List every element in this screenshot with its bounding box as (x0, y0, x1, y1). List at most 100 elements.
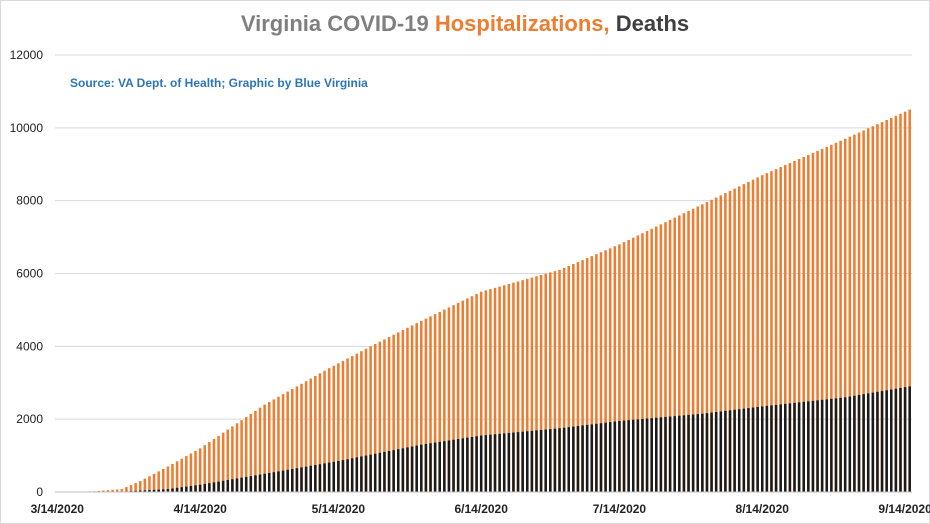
hospitalization-bar (466, 298, 469, 492)
hospitalization-bar (420, 320, 423, 492)
hospitalization-bar (793, 161, 796, 492)
hospitalization-bar (332, 365, 336, 492)
hospitalization-bar (843, 138, 847, 492)
hospitalization-bar (526, 278, 529, 492)
hospitalization-bar (530, 277, 534, 492)
death-bar (410, 446, 414, 492)
death-bar (558, 428, 561, 492)
hospitalization-bar (599, 252, 603, 492)
hospitalization-bar (687, 210, 690, 492)
hospitalization-bar (111, 489, 114, 492)
hospitalization-bar (424, 318, 428, 492)
death-bar (862, 394, 865, 492)
death-bar (383, 451, 386, 492)
death-bar (645, 418, 649, 492)
hospitalization-bar (323, 370, 326, 492)
hospitalization-bar (267, 401, 271, 492)
hospitalization-bar (148, 476, 151, 492)
death-bar (323, 463, 326, 492)
hospitalization-bar (871, 126, 875, 493)
death-bar (350, 458, 354, 492)
hospitalization-bar (235, 423, 239, 492)
death-bar (701, 413, 704, 492)
hospitalization-bar (618, 244, 621, 492)
death-bar (673, 416, 676, 492)
death-bar (360, 456, 363, 492)
hospitalization-bar (876, 124, 879, 493)
title-part-1: Virginia COVID-19 (241, 11, 435, 36)
hospitalization-bar (217, 435, 220, 492)
hospitalization-bar (608, 248, 612, 492)
death-bar (180, 487, 183, 492)
death-bar (585, 424, 589, 492)
death-bar (530, 430, 534, 492)
hospitalization-bar (97, 490, 101, 492)
death-bar (152, 489, 156, 492)
death-bar (415, 445, 418, 492)
hospitalization-bar (208, 442, 211, 492)
death-bar (387, 451, 391, 492)
hospitalization-bar (581, 260, 584, 492)
hospitalization-bar (493, 287, 497, 492)
y-tick-label: 2000 (16, 412, 43, 426)
hospitalization-bar (198, 448, 202, 492)
death-bar (217, 481, 220, 492)
hospitalization-bar (203, 445, 207, 492)
hospitalization-bar (429, 316, 432, 492)
hospitalization-bar (286, 391, 289, 492)
hospitalization-bar (355, 353, 359, 492)
hospitalization-bar (300, 383, 303, 492)
death-bar (802, 401, 805, 492)
death-bar (535, 430, 538, 492)
hospitalization-bar (180, 458, 183, 492)
hospitalization-bar (659, 224, 663, 492)
hospitalization-bar (641, 233, 644, 492)
hospitalization-bar (701, 204, 704, 492)
death-bar (134, 490, 137, 492)
death-bar (595, 423, 598, 492)
death-bar (760, 406, 764, 492)
hospitalization-bar (157, 471, 160, 492)
title-part-2: Hospitalizations, (435, 11, 610, 36)
hospitalization-bar (742, 184, 746, 492)
hospitalization-bar (378, 341, 382, 492)
death-bar (908, 386, 911, 492)
death-bar (157, 489, 160, 492)
death-bar (502, 433, 506, 492)
hospitalization-bar (636, 235, 640, 492)
hospitalization-bar (507, 283, 511, 492)
hospitalization-bar (341, 360, 345, 492)
hospitalization-bar (696, 206, 700, 492)
hospitalization-bar (558, 269, 561, 492)
death-bar (599, 423, 603, 492)
death-bar (456, 439, 460, 492)
death-bar (143, 490, 147, 492)
hospitalization-bar (521, 280, 524, 492)
hospitalization-bar (396, 332, 400, 492)
death-bar (318, 464, 322, 492)
death-bar (590, 424, 594, 492)
death-bar (244, 476, 248, 492)
hospitalization-bar (134, 483, 137, 492)
hospitalization-bar (212, 438, 216, 492)
death-bar (618, 420, 621, 492)
death-bar (553, 428, 557, 492)
death-bar (162, 489, 165, 492)
death-bar (650, 418, 653, 492)
death-bar (396, 449, 400, 492)
death-bar (433, 442, 437, 492)
death-bar (203, 483, 207, 492)
hospitalization-bar (346, 358, 349, 492)
death-bar (691, 414, 695, 492)
death-bar (549, 429, 552, 492)
hospitalization-bar (304, 381, 308, 492)
hospitalization-bar (848, 136, 852, 493)
hospitalization-bar (461, 300, 465, 492)
death-bar (443, 441, 446, 492)
hospitalization-bar (447, 307, 451, 492)
death-bar (369, 454, 372, 492)
death-bar (364, 455, 368, 492)
death-bar (341, 460, 345, 492)
hospitalization-bar (719, 195, 723, 492)
hospitalization-bar (281, 394, 285, 492)
